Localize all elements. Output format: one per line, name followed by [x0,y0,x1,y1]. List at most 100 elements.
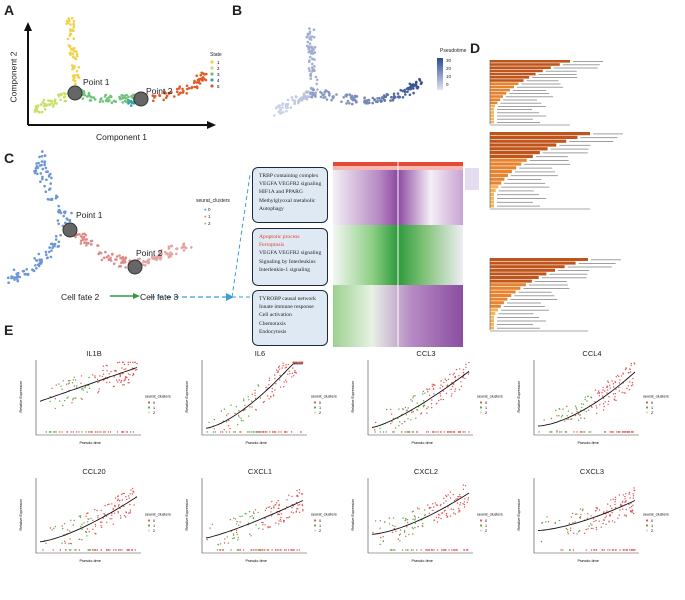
pseudotime-cell-dot [304,95,308,98]
expression-cell-dot [128,512,130,514]
expression-cell-dot [565,431,568,433]
enrichment-term-line [514,171,555,173]
expression-cell-dot [422,406,425,408]
state-cell-dot [71,47,75,51]
expression-cell-dot [239,515,241,518]
expression-cell-dot [569,549,571,551]
state-cell-dot [163,90,166,93]
enrichment-term-line [538,74,577,75]
expression-cell-dot [287,363,289,366]
panel-a-xlabel: Component 1 [96,132,148,142]
expression-cell-dot [279,519,282,521]
state-cell-dot [73,82,77,86]
expression-cell-dot [458,496,460,498]
enrichment-bar [490,154,533,158]
expression-cell-dot [444,509,446,512]
expression-cell-dot [301,504,304,507]
pseudotime-cell-dot [412,87,415,90]
expression-cell-dot [92,374,94,376]
expression-cell-dot [257,511,259,514]
expression-cell-dot [602,522,604,525]
enrichment-term-line [497,194,539,196]
cluster-cell-dot [38,155,41,159]
cluster-cell-dot [48,246,51,249]
pseudotime-cell-dot [392,92,396,96]
expression-cell-dot [444,378,446,380]
expression-cell-dot [436,521,439,523]
expression-cell-dot [595,507,597,509]
expression-cell-dot [263,400,265,403]
enrichment-term-line [497,327,540,329]
enrichment-bar [490,258,588,261]
expression-cell-dot [607,503,609,505]
expression-cell-dot [410,549,413,551]
cluster-cell-dot [160,249,163,252]
expression-cell-dot [453,372,455,374]
cluster-cell-dot [6,276,10,279]
expression-cell-dot [462,368,465,371]
expression-cell-dot [402,408,404,410]
expression-cell-dot [73,519,75,522]
pseudotime-cell-dot [307,50,310,54]
expression-legend-swatch [479,524,483,527]
expression-cell-dot [71,382,74,384]
expression-cell-dot [601,395,604,397]
enrichment-bar [490,261,576,265]
state-legend-swatch [210,78,214,82]
enrichment-term-line [497,122,540,123]
pseudotime-cell-dot [311,91,315,94]
pseudotime-cell-dot [390,96,393,99]
expression-cell-dot [133,504,135,506]
expression-cell-dot [439,514,441,516]
expression-cell-dot [69,530,71,532]
state-cell-dot [43,107,47,111]
expression-legend-title: seurat_clusters [145,395,171,399]
enrichment-term-line [519,167,553,169]
cluster-cell-dot [57,222,60,226]
expression-cell-dot [596,407,598,409]
expression-cell-dot [453,383,455,385]
cluster-cell-dot [102,256,106,260]
cluster-cell-dot [85,238,88,241]
pseudotime-cell-dot [306,32,310,36]
expression-cell-dot [467,373,470,375]
expression-cell-dot [594,401,596,403]
cluster-cell-dot [142,260,145,263]
expression-legend-swatch [645,519,649,522]
expression-cell-dot [384,521,386,523]
cluster-cell-dot [78,233,81,236]
expression-cell-dot [609,384,611,386]
pseudotime-cell-dot [371,101,374,105]
enrichment-term-line [510,299,558,300]
cluster-cell-dot [83,241,86,244]
pseudotime-cell-dot [278,106,281,109]
expression-cell-dot [82,389,84,391]
expression-cell-dot [243,398,245,400]
expression-cell-dot [286,431,288,433]
enrichment-term-line [569,141,614,142]
expression-cell-dot [106,370,108,372]
enrichment-term-line [567,266,612,268]
expression-cell-dot [253,512,255,515]
expression-cell-dot [72,379,75,381]
expression-cell-dot [94,431,97,433]
expression-cell-dot [580,403,583,405]
expression-legend-label: 2 [485,411,487,415]
expression-xlabel: Pseudo-time [578,441,599,445]
expression-cell-dot [129,493,131,495]
expression-cell-dot [458,389,461,391]
state-cell-dot [40,110,44,114]
expression-cell-dot [588,431,590,433]
expression-legend-swatch [147,524,151,527]
expression-cell-dot [576,408,578,410]
expression-cell-dot [271,387,273,390]
state-cell-dot [85,95,89,98]
cluster-cell-dot [59,211,63,215]
cluster-cell-dot [43,163,46,167]
expression-cell-dot [622,494,624,496]
pseudotime-cell-dot [278,110,282,113]
expression-cell-dot [268,377,271,379]
state-cell-dot [130,95,133,98]
expression-cell-dot [435,403,438,405]
